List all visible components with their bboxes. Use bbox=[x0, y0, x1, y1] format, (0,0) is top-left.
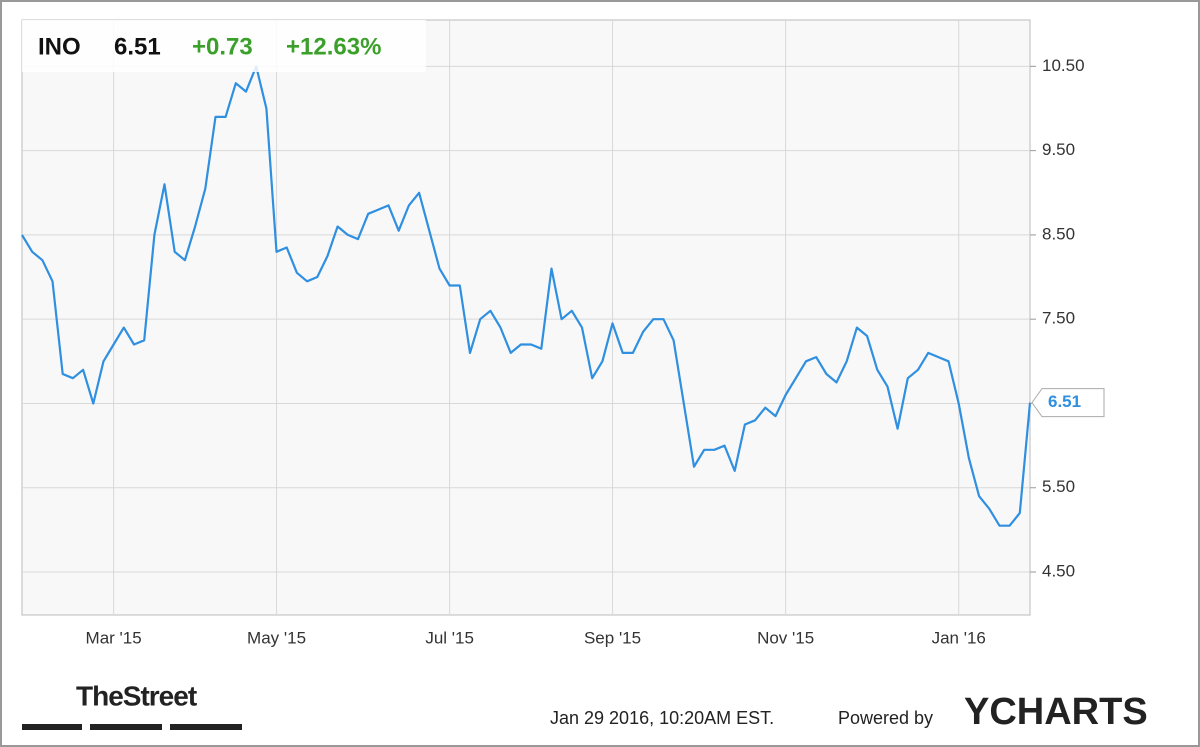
x-tick-label: Sep '15 bbox=[584, 628, 641, 647]
header-box bbox=[22, 20, 426, 72]
y-tick-label: 4.50 bbox=[1042, 562, 1075, 581]
change-percent: +12.63% bbox=[286, 33, 381, 60]
last-value-flag bbox=[1031, 388, 1105, 418]
price: 6.51 bbox=[114, 33, 161, 60]
y-tick-label: 5.50 bbox=[1042, 477, 1075, 496]
brand: TheStreet bbox=[76, 680, 197, 711]
y-tick-label: 8.50 bbox=[1042, 224, 1075, 243]
timestamp: Jan 29 2016, 10:20AM EST. bbox=[550, 708, 774, 728]
y-tick-label: 7.50 bbox=[1042, 309, 1075, 328]
x-tick-label: Nov '15 bbox=[757, 628, 814, 647]
x-tick-label: Mar '15 bbox=[86, 628, 142, 647]
x-tick-label: May '15 bbox=[247, 628, 306, 647]
y-tick-label: 9.50 bbox=[1042, 140, 1075, 159]
x-tick-label: Jan '16 bbox=[932, 628, 986, 647]
powered-by: Powered by bbox=[838, 708, 933, 728]
symbol: INO bbox=[38, 33, 81, 60]
brand-bar bbox=[90, 724, 162, 730]
y-tick-label: 10.50 bbox=[1042, 56, 1085, 75]
price-line bbox=[21, 65, 1032, 527]
brand-bar bbox=[170, 724, 242, 730]
change: +0.73 bbox=[192, 33, 253, 60]
plot-area bbox=[21, 19, 1031, 616]
provider: YCHARTS bbox=[964, 691, 1148, 733]
x-tick-label: Jul '15 bbox=[425, 628, 474, 647]
brand-bar bbox=[22, 724, 82, 730]
last-value-label: 6.51 bbox=[1048, 392, 1081, 411]
